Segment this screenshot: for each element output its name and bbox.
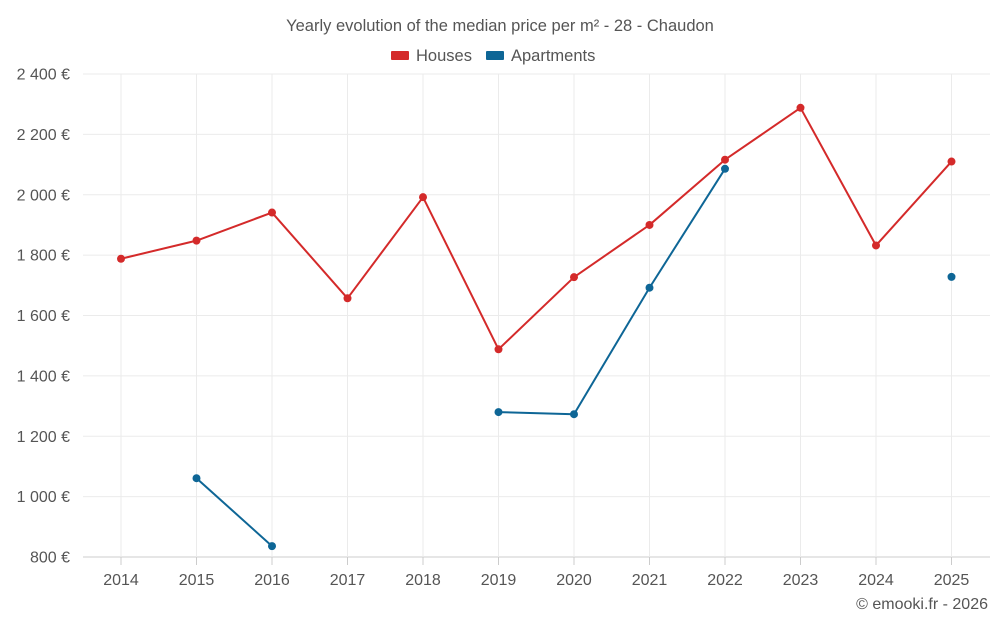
y-tick-label: 1 200 € [17,429,70,446]
axes: 800 € 1 000 € 1 200 € 1 400 € 1 600 € 1 800 €… [17,67,970,590]
y-tick-label: 800 € [30,550,70,567]
series-houses [117,103,956,354]
legend: Houses Apartments [391,47,595,65]
data-point-houses-2018[interactable] [419,193,427,202]
x-tick-label: 2017 [330,572,366,589]
credit-text: © emooki.fr - 2026 [856,596,988,613]
legend-item-houses[interactable]: Houses [391,47,472,65]
data-point-houses-2025[interactable] [947,157,956,166]
x-tick-label: 2016 [254,572,290,589]
data-point-houses-2017[interactable] [343,294,352,303]
legend-swatch-houses [391,51,409,60]
x-tick-label: 2020 [556,572,592,589]
y-tick-label: 1 600 € [17,308,70,325]
legend-swatch-apartments [486,51,504,60]
data-point-houses-2015[interactable] [192,236,201,245]
data-point-apartments-2022[interactable] [721,164,729,173]
data-point-apartments-2021[interactable] [645,283,654,292]
x-tick-label: 2024 [858,572,894,589]
legend-label-apartments: Apartments [511,47,595,65]
x-tick-label: 2015 [179,572,215,589]
x-tick-label: 2018 [405,572,441,589]
x-tick-label: 2022 [707,572,743,589]
legend-item-apartments[interactable]: Apartments [486,47,595,65]
y-tick-label: 1 000 € [17,489,70,506]
series [117,103,956,551]
x-tick-label: 2021 [632,572,668,589]
x-tick-label: 2019 [481,572,517,589]
series-line-houses [120,106,953,351]
data-point-apartments-2020[interactable] [570,410,578,419]
data-point-houses-2023[interactable] [796,103,805,112]
y-tick-label: 2 200 € [17,127,70,144]
data-point-apartments-2016[interactable] [268,542,276,551]
y-tick-label: 2 400 € [17,67,70,84]
series-line-apartments [195,477,273,548]
y-tick-label: 1 800 € [17,248,70,265]
data-point-apartments-2019[interactable] [494,408,503,417]
grid [83,73,990,558]
data-point-houses-2022[interactable] [721,155,729,164]
data-point-houses-2016[interactable] [268,208,276,217]
y-tick-label: 2 000 € [17,187,70,204]
data-point-houses-2020[interactable] [570,273,578,282]
y-tick-label: 1 400 € [17,368,70,385]
data-point-houses-2014[interactable] [117,254,125,263]
data-point-houses-2021[interactable] [645,220,654,229]
x-tick-label: 2023 [783,572,819,589]
x-tick-label: 2025 [934,572,970,589]
data-point-apartments-2025[interactable] [947,272,956,281]
series-line-apartments [497,167,726,416]
chart-title: Yearly evolution of the median price per… [286,17,714,35]
x-tick-label: 2014 [103,572,139,589]
data-point-houses-2019[interactable] [494,345,503,354]
series-apartments [192,164,956,551]
legend-label-houses: Houses [416,47,472,65]
data-point-houses-2024[interactable] [872,241,880,250]
data-point-apartments-2015[interactable] [192,474,201,483]
